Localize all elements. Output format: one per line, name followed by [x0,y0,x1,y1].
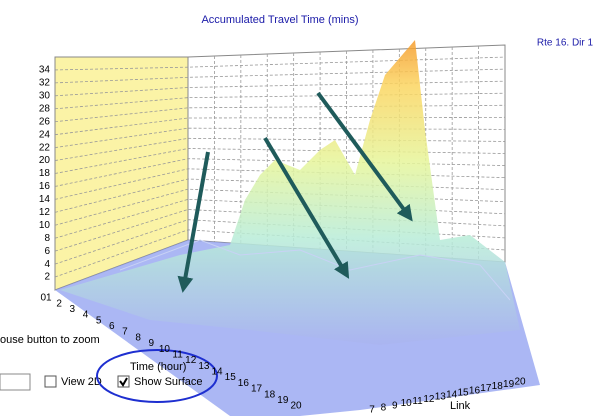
time-tick-label: 5 [96,315,102,326]
arrow [177,151,210,293]
time-tick-label: 3 [70,304,76,315]
time-tick-label: 9 [148,338,154,349]
route-label: Rte 16. Dir 1 [537,38,594,49]
link-tick-label: 17 [480,383,492,394]
time-tick-label: 6 [109,321,115,332]
link-tick-label: 16 [469,385,481,396]
z-tick-label: 22 [39,142,51,153]
z-tick-label: 6 [44,246,50,257]
text-input[interactable] [0,373,31,391]
z-tick-label: 24 [39,129,51,140]
z-tick-label: 4 [44,259,50,270]
time-axis-label: Time (hour) [130,361,186,373]
link-tick-label: 18 [492,381,504,392]
z-tick-label: 10 [39,220,51,231]
z-tick-label: 8 [44,233,50,244]
grid-line [54,178,506,213]
time-tick-label: 20 [290,401,302,412]
checkbox[interactable] [44,375,57,388]
time-tick-label: 01 [40,293,52,304]
z-tick-label: 16 [39,181,51,192]
z-tick-label: 18 [39,168,51,179]
z-tick-label: 30 [39,90,51,101]
time-tick-label: 13 [198,361,210,372]
arrow [263,136,350,279]
arrow [316,91,413,222]
checkbox-label: Show Surface [134,376,202,388]
link-tick-label: 9 [392,400,398,411]
chart-title: Accumulated Travel Time (mins) [201,14,358,26]
z-tick-label: 32 [39,78,51,89]
link-tick-label: 8 [381,402,387,413]
z-tick-label: 20 [39,155,51,166]
time-tick-label: 4 [83,310,89,321]
z-tick-label: 12 [39,207,51,218]
link-tick-label: 11 [412,396,423,407]
checkbox-label: View 2D [61,376,102,388]
z-tick-label: 2 [44,272,50,283]
time-tick-label: 19 [277,395,289,406]
z-tick-label: 34 [39,65,51,76]
time-tick-label: 7 [122,327,128,338]
checkbox[interactable] [117,375,130,388]
link-tick-label: 15 [458,387,470,398]
time-tick-label: 11 [172,349,183,360]
time-tick-label: 2 [56,298,62,309]
link-tick-label: 14 [446,390,458,401]
z-tick-label: 14 [39,194,51,205]
link-tick-label: 7 [369,405,375,416]
zoom-hint: ouse button to zoom [0,334,100,346]
z-tick-label: 26 [39,116,51,127]
link-tick-label: 13 [435,392,447,403]
time-tick-label: 15 [225,372,237,383]
z-tick-label: 28 [39,103,51,114]
time-tick-label: 12 [185,355,197,366]
highlight-ellipse [96,349,218,403]
link-tick-label: 19 [503,379,515,390]
checkmark [119,377,128,387]
surface [60,40,520,345]
grid-line [54,188,506,226]
link-tick-label: 12 [423,394,435,405]
time-tick-label: 17 [251,384,263,395]
time-tick-label: 16 [238,378,250,389]
time-tick-label: 18 [264,389,276,400]
link-tick-label: 10 [401,398,413,409]
link-axis-label: Link [450,400,471,412]
time-tick-label: 14 [211,367,223,378]
time-tick-label: 8 [135,332,141,343]
surface-ridge [119,239,511,301]
time-tick-label: 10 [159,344,171,355]
link-tick-label: 20 [514,377,526,388]
